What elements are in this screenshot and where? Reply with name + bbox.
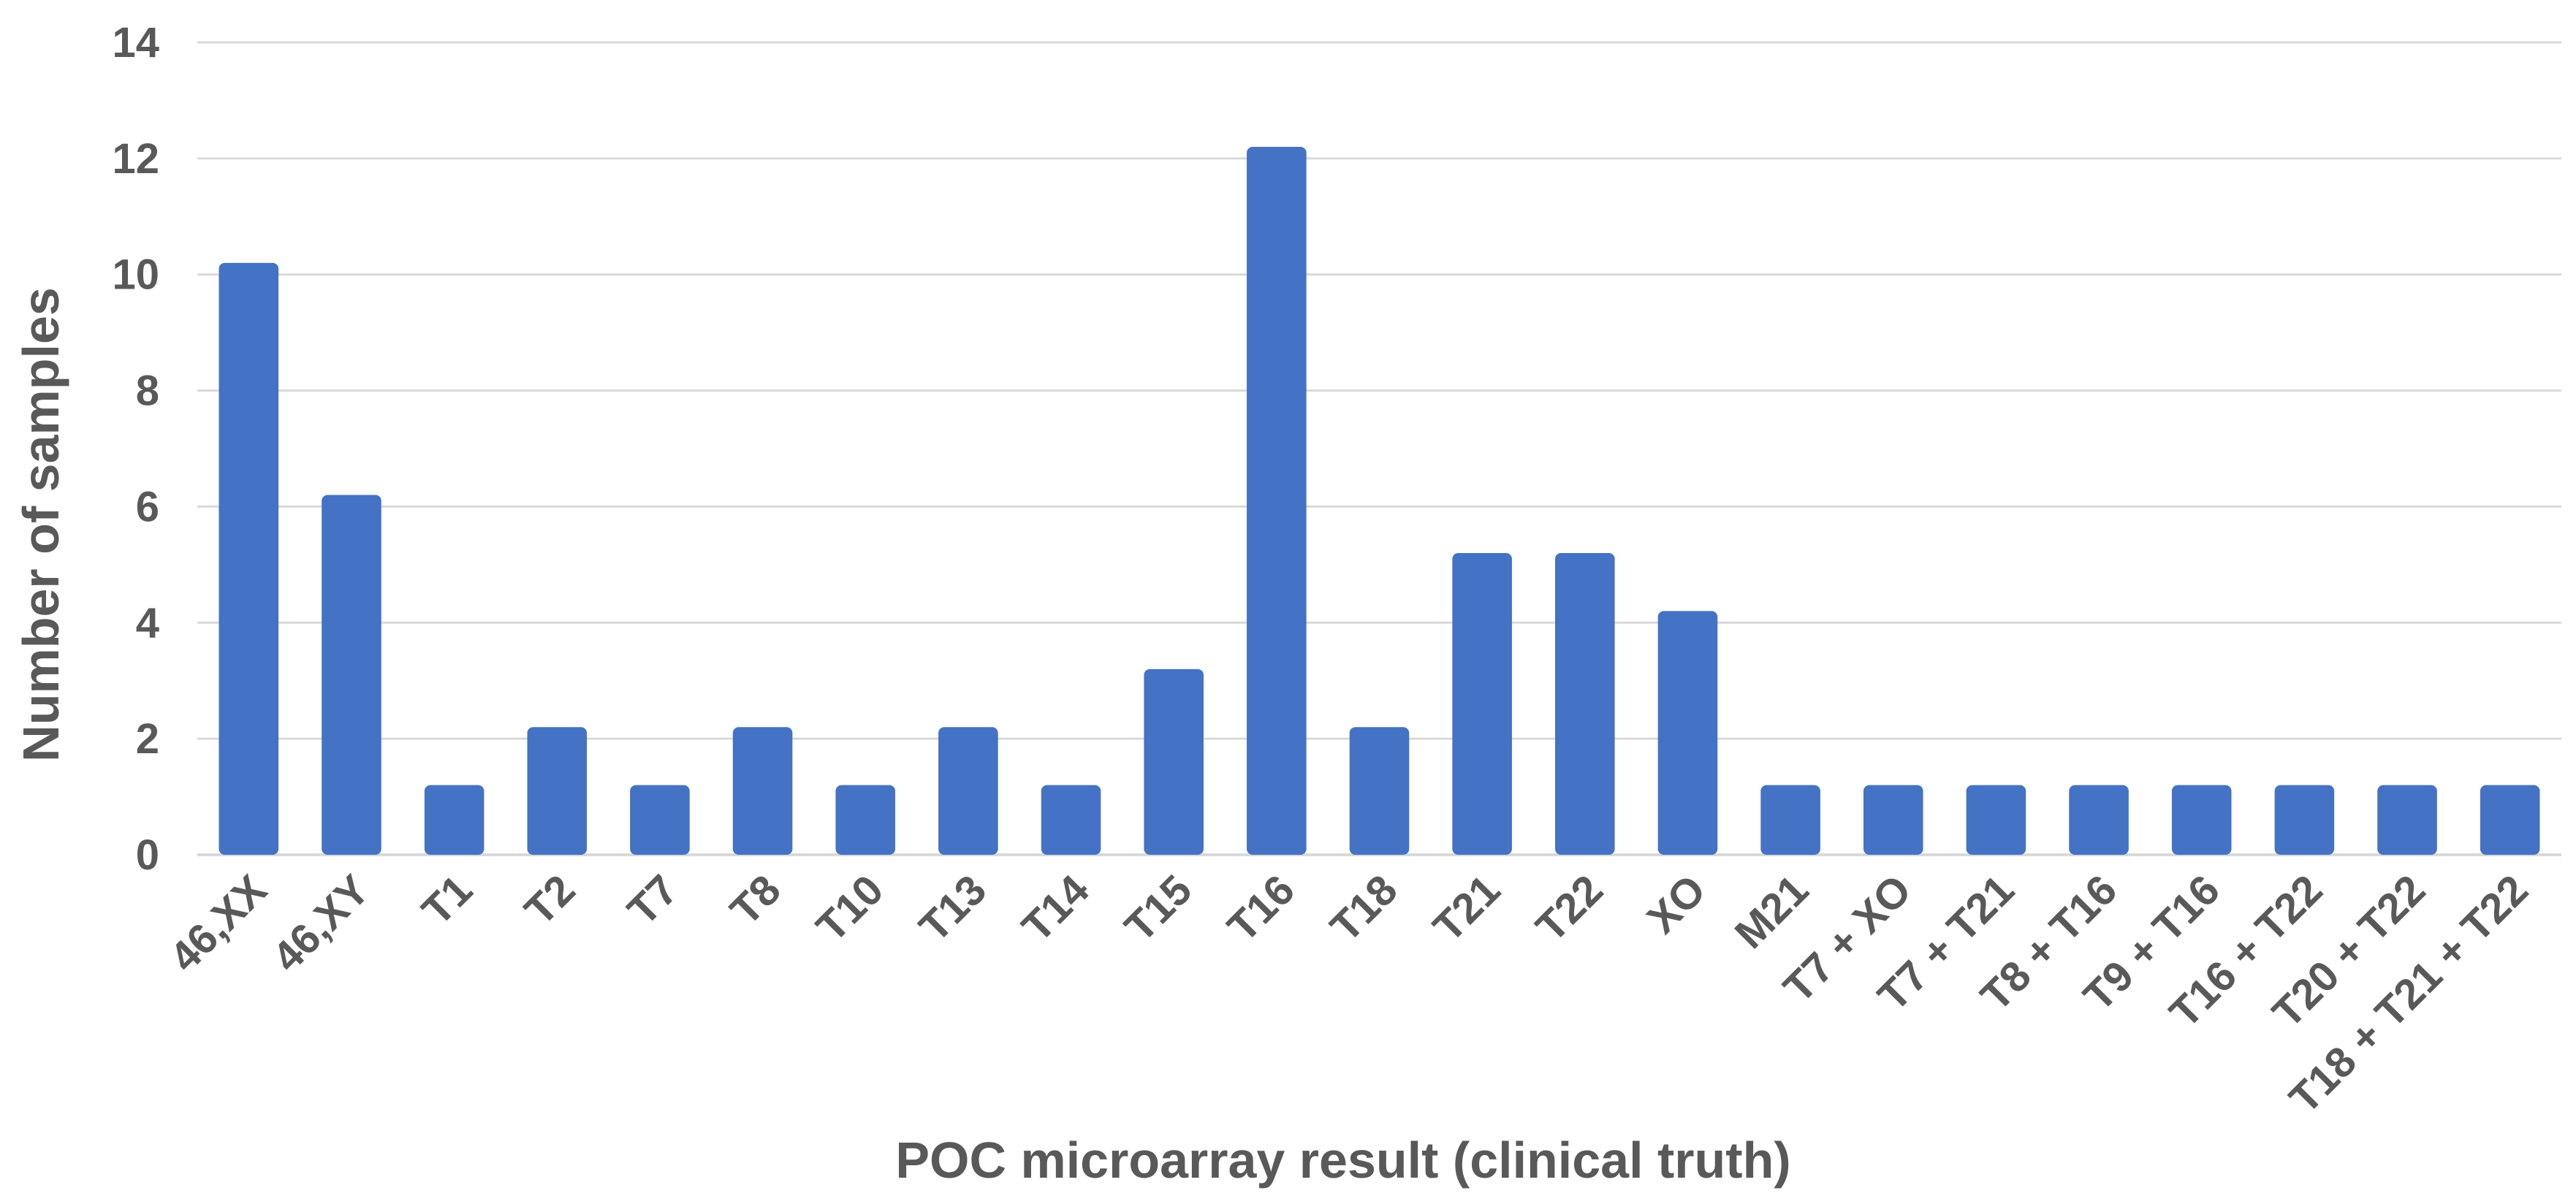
x-tick-label: T8 xyxy=(721,866,790,934)
x-tick-label: XO xyxy=(1638,866,1714,942)
bar-t21 xyxy=(1452,552,1512,855)
y-tick-label: 4 xyxy=(136,599,159,647)
x-tick-label: T21 xyxy=(1424,866,1510,951)
bar-46-xx xyxy=(219,262,279,855)
bar-t1 xyxy=(424,785,485,855)
x-tick-label: T13 xyxy=(910,866,995,951)
y-tick-label: 0 xyxy=(136,831,159,879)
y-tick-label: 10 xyxy=(112,251,159,299)
y-axis-ticks: 0 2 4 6 8 10 12 14 xyxy=(112,19,159,879)
bar-t16-t22 xyxy=(2274,785,2335,855)
x-tick-label: T22 xyxy=(1527,866,1612,951)
bars xyxy=(219,146,2540,855)
bar-t14 xyxy=(1041,785,1101,855)
bar-t13 xyxy=(938,727,998,855)
bar-t2 xyxy=(527,727,588,855)
bar-t9-t16 xyxy=(2171,785,2232,855)
x-tick-label: T2 xyxy=(516,866,585,934)
x-tick-label: T16 xyxy=(1218,866,1304,951)
x-tick-label: T15 xyxy=(1116,866,1201,951)
bar-t7 xyxy=(630,785,690,855)
x-tick-label: M21 xyxy=(1726,866,1818,958)
bar-t20-t22 xyxy=(2377,785,2437,855)
x-tick-label: T7 xyxy=(618,866,687,934)
bar-m21 xyxy=(1760,785,1820,855)
bar-t18 xyxy=(1349,727,1410,855)
bar-t7-t21 xyxy=(1966,785,2026,855)
x-axis-title: POC microarray result (clinical truth) xyxy=(895,1132,1790,1189)
bar-t8-t16 xyxy=(2069,785,2129,855)
bar-t18-t21-t22 xyxy=(2480,785,2540,855)
gridlines xyxy=(197,41,2561,856)
bar-t22 xyxy=(1555,552,1615,855)
y-tick-label: 6 xyxy=(136,483,159,530)
x-tick-label: T18 xyxy=(1321,866,1407,951)
y-tick-label: 12 xyxy=(112,135,159,183)
bar-t16 xyxy=(1247,146,1307,855)
y-tick-label: 2 xyxy=(136,715,159,763)
x-tick-label: 46,XX xyxy=(161,866,276,981)
x-tick-label: T10 xyxy=(808,866,893,951)
bar-xo xyxy=(1657,611,1718,855)
bar-t7-xo xyxy=(1863,785,1923,855)
bar-t8 xyxy=(732,727,793,855)
bar-46-xy xyxy=(322,495,381,855)
x-tick-label: 46,XY xyxy=(263,866,379,981)
x-tick-label: T14 xyxy=(1013,866,1098,951)
y-tick-label: 14 xyxy=(112,19,159,66)
y-axis-title: Number of samples xyxy=(12,287,69,762)
y-tick-label: 8 xyxy=(136,367,159,415)
bar-t10 xyxy=(835,785,896,855)
x-tick-label: T1 xyxy=(413,866,482,934)
bar-t15 xyxy=(1144,668,1204,855)
